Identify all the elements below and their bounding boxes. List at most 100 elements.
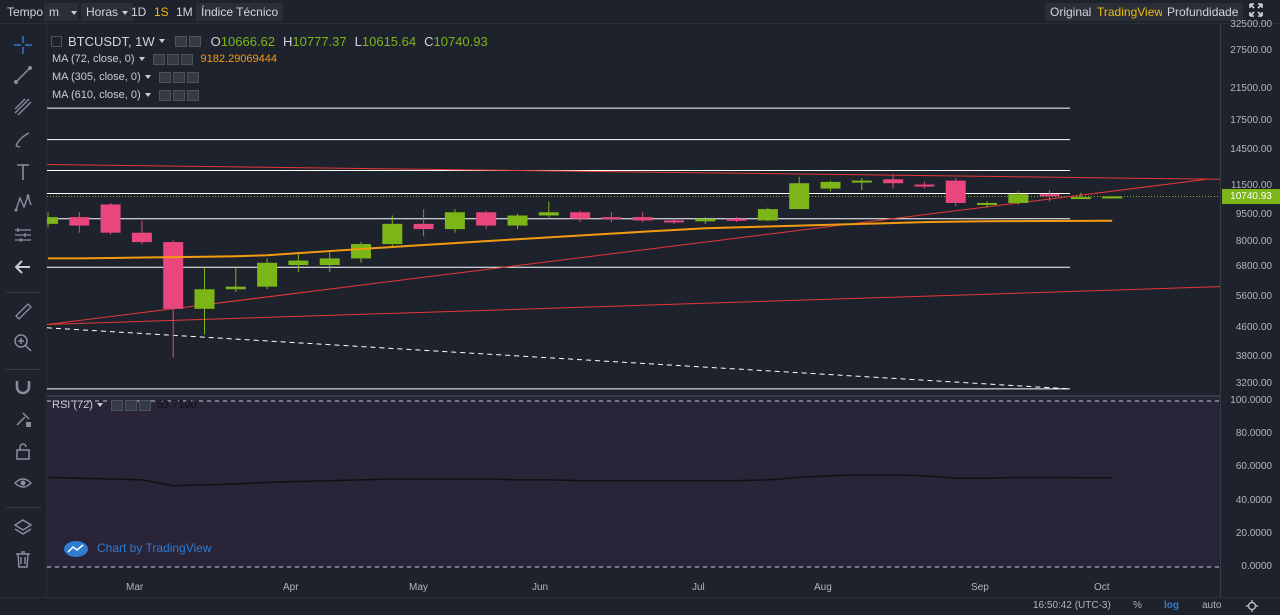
trash-icon[interactable] (8, 546, 38, 572)
chevron-down-icon[interactable] (144, 75, 151, 79)
price-tick-label: 32500.00 (1230, 19, 1272, 30)
eye-icon[interactable] (124, 399, 137, 411)
interval-1d-button[interactable]: 1D (131, 5, 147, 19)
candle-body (820, 181, 841, 189)
price-tick-label: 5600.00 (1235, 291, 1272, 303)
close-icon[interactable] (186, 71, 199, 83)
interval-1m-button[interactable]: 1M (176, 5, 193, 19)
chart-area[interactable]: BTCUSDT, 1W O 10666.62 H 10777.37 L 10615.6… (47, 24, 1220, 597)
trend-line-icon[interactable] (8, 62, 38, 88)
close-icon[interactable] (186, 89, 199, 101)
layers-icon[interactable] (8, 514, 38, 540)
log-toggle[interactable]: log (1164, 600, 1179, 611)
rsi-tick-label: 20.0000 (1235, 527, 1272, 539)
zoom-in-icon[interactable] (8, 330, 38, 356)
candle-body (664, 220, 684, 223)
candle-body (1008, 194, 1029, 203)
pattern-tool-icon[interactable] (8, 190, 38, 216)
ma610-label: MA (610, close, 0) (52, 89, 141, 101)
chevron-down-icon[interactable] (144, 93, 151, 97)
ma72-legend: MA (72, close, 0) 9182.29069444 (52, 51, 277, 67)
settings-icon[interactable] (158, 89, 171, 101)
price-tick-label: 6800.00 (1235, 261, 1272, 273)
brush-icon[interactable] (8, 127, 38, 153)
candle-body (601, 217, 622, 220)
magnet-icon[interactable] (8, 374, 38, 400)
time-tick-label: Apr (283, 582, 299, 593)
rsi-line (47, 474, 1113, 487)
candle-body (1102, 196, 1123, 199)
settings-icon[interactable] (158, 71, 171, 83)
close-value: 10740.93 (433, 33, 488, 49)
settings-icon[interactable] (152, 53, 165, 65)
rsi-legend: RSI (72) 53.7100 (52, 397, 197, 413)
interval-1w-button[interactable]: 1S (154, 5, 169, 19)
eye-icon[interactable] (172, 71, 185, 83)
depth-view-button[interactable]: Profundidade (1162, 3, 1244, 21)
candle-body (225, 286, 246, 290)
candle-body (851, 180, 872, 183)
interval-value: m (49, 5, 59, 19)
candle-body (695, 218, 716, 222)
text-tool-icon[interactable] (8, 159, 38, 185)
collapse-icon[interactable] (51, 35, 62, 47)
price-tick-label: 3200.00 (1235, 378, 1272, 389)
fib-tool-icon[interactable] (8, 94, 38, 120)
chevron-down-icon[interactable] (138, 57, 145, 61)
candle-body (977, 202, 997, 205)
rsi-value: 53.7100 (156, 399, 197, 411)
candle-body (194, 289, 215, 309)
tradingview-view-button[interactable]: TradingView (1092, 3, 1169, 21)
percent-toggle[interactable]: % (1133, 600, 1142, 611)
close-icon[interactable] (180, 53, 193, 65)
chevron-down-icon[interactable] (158, 39, 165, 43)
symbol-legend: BTCUSDT, 1W O 10666.62 H 10777.37 L 10615.6… (51, 33, 488, 49)
settings-icon[interactable] (110, 399, 123, 411)
candle-body (538, 212, 559, 216)
price-axis[interactable]: 32500.00 27500.00 21500.00 17500.00 14500.00… (1220, 19, 1280, 597)
fullscreen-icon[interactable] (1244, 3, 1268, 21)
ruler-icon[interactable] (8, 298, 38, 324)
lock-icon[interactable] (8, 438, 38, 464)
back-arrow-icon[interactable] (8, 254, 38, 280)
close-label: C (424, 33, 434, 49)
eye-icon[interactable] (166, 53, 179, 65)
rsi-label: RSI (72) (52, 399, 93, 411)
candle-body (789, 183, 810, 210)
price-tick-label: 11500.00 (1231, 179, 1272, 191)
indicators-button[interactable]: Índice Técnico (196, 3, 284, 21)
settings-icon[interactable] (174, 35, 187, 47)
chevron-down-icon[interactable] (96, 403, 103, 407)
trend-line-support (47, 178, 1208, 325)
auto-toggle[interactable]: auto (1202, 600, 1222, 611)
prediction-tool-icon[interactable] (8, 222, 38, 248)
high-label: H (283, 33, 293, 49)
ma610-legend: MA (610, close, 0) (52, 87, 201, 103)
rsi-pane (47, 398, 1220, 568)
price-chart-canvas[interactable] (47, 24, 1220, 597)
ma72-line (48, 219, 1113, 260)
eye-icon[interactable] (188, 35, 201, 47)
gear-icon[interactable] (1246, 600, 1258, 615)
eye-icon[interactable] (172, 89, 185, 101)
interval-select[interactable]: m (44, 3, 78, 21)
candle-body (476, 212, 497, 226)
chevron-down-icon (122, 10, 129, 15)
watermark-text: Chart by TradingView (97, 541, 212, 555)
hours-dropdown[interactable]: Horas (81, 3, 134, 21)
rsi-tick-label: 60.0000 (1235, 461, 1272, 473)
candle-body (288, 260, 309, 266)
candle-body (883, 179, 904, 184)
candle-body (319, 258, 340, 266)
original-view-button[interactable]: Original (1045, 3, 1097, 21)
tradingview-watermark[interactable]: Chart by TradingView (63, 539, 212, 557)
rsi-tick-label: 40.0000 (1235, 494, 1272, 506)
visibility-eye-icon[interactable] (8, 470, 38, 496)
candle-body (69, 217, 90, 226)
price-tick-label: 17500.00 (1230, 114, 1272, 126)
lock-drawing-icon[interactable] (8, 406, 38, 432)
crosshair-icon[interactable] (8, 32, 38, 58)
price-pane (47, 24, 1220, 392)
low-label: L (354, 33, 362, 49)
close-icon[interactable] (138, 399, 151, 411)
